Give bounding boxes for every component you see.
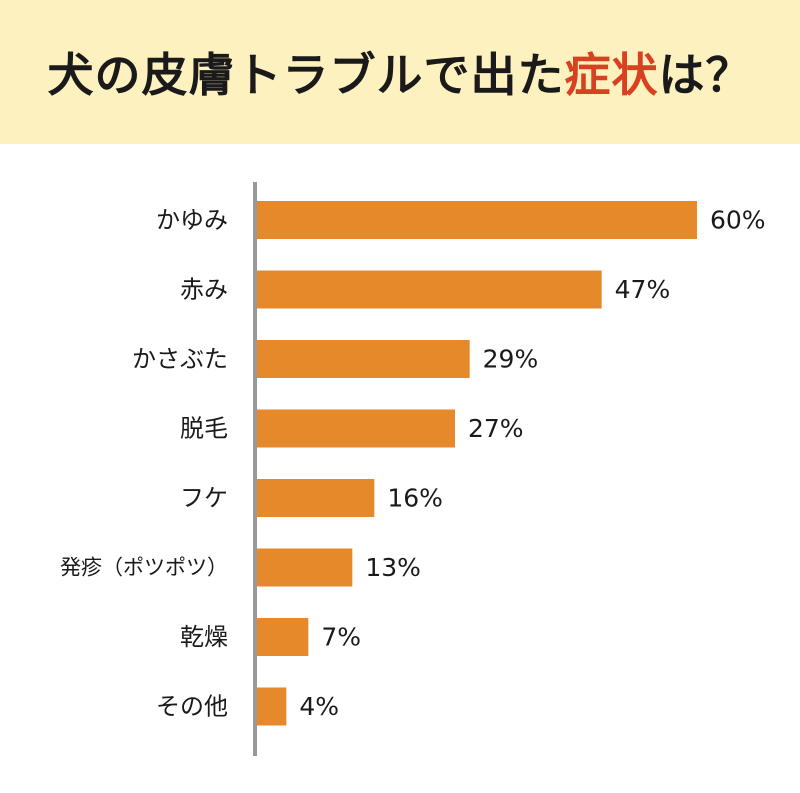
value-label: 60%: [710, 206, 766, 235]
category-label: 赤み: [180, 276, 228, 304]
value-label: 27%: [468, 414, 524, 443]
bar: [257, 270, 602, 309]
bar: [257, 687, 287, 726]
title-suffix: は？: [658, 48, 753, 102]
title-prefix: 犬の皮膚トラブルで出た: [47, 48, 565, 102]
title-highlight: 症状: [564, 48, 659, 102]
bar: [257, 548, 353, 587]
category-label: かゆみ: [156, 206, 228, 234]
category-label: その他: [156, 693, 228, 721]
category-label: 発疹（ポツポツ）: [60, 556, 228, 580]
category-label: かさぶた: [132, 345, 228, 373]
bar: [257, 201, 697, 239]
bar: [257, 479, 375, 517]
bar: [257, 340, 470, 378]
category-label: 乾燥: [180, 623, 228, 651]
value-label: 29%: [483, 345, 539, 374]
chart-title: 犬の皮膚トラブルで出た 症状 は？: [0, 0, 800, 144]
bar: [257, 618, 309, 656]
bar-chart: かゆみ 60% 赤み 47% かさぶた 29% 脱毛 27% フケ 16% 発疹（ポツポツ） 13% 乾…: [60, 182, 766, 756]
category-label: フケ: [180, 484, 228, 512]
category-label: 脱毛: [180, 415, 228, 443]
value-label: 4%: [299, 692, 339, 721]
value-label: 16%: [387, 484, 443, 513]
value-label: 7%: [321, 623, 361, 652]
value-label: 13%: [365, 553, 421, 582]
bar: [257, 409, 455, 448]
title-banner: [0, 0, 800, 144]
value-label: 47%: [615, 275, 671, 304]
